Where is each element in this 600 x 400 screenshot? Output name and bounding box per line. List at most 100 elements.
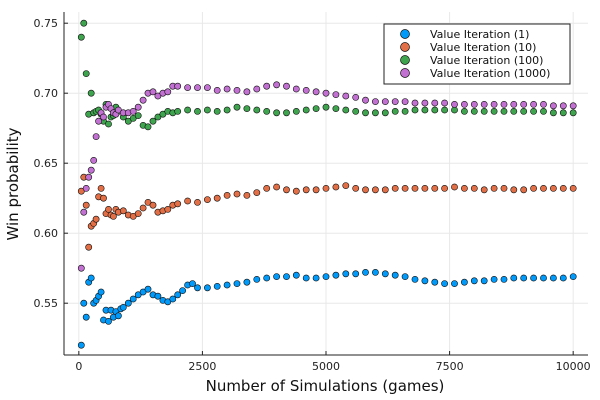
data-point	[322, 89, 330, 97]
data-point	[451, 101, 458, 108]
legend-label: Value Iteration (1)	[430, 28, 529, 41]
data-point	[500, 184, 508, 192]
data-point	[233, 87, 241, 94]
data-point	[460, 108, 468, 115]
data-point	[85, 173, 93, 181]
data-point	[510, 101, 518, 108]
data-point	[362, 186, 369, 194]
data-point	[100, 194, 107, 202]
data-point	[302, 87, 310, 94]
data-point	[441, 280, 448, 287]
data-point	[559, 184, 567, 192]
data-point	[470, 108, 478, 115]
data-points	[77, 19, 577, 349]
data-point	[411, 106, 419, 114]
data-point	[243, 191, 251, 199]
data-point	[530, 101, 537, 108]
data-point	[559, 102, 567, 110]
data-point	[105, 120, 112, 128]
data-point	[421, 184, 429, 192]
data-point	[381, 109, 389, 117]
data-point	[371, 268, 379, 276]
data-point	[129, 108, 137, 115]
data-point	[460, 278, 468, 286]
data-point	[213, 194, 221, 202]
data-point	[332, 183, 340, 191]
data-point	[312, 105, 320, 112]
data-point	[302, 106, 310, 114]
data-point	[283, 109, 290, 117]
data-point	[352, 184, 360, 192]
data-point	[184, 84, 191, 91]
data-point	[352, 270, 360, 278]
data-point	[322, 273, 330, 280]
data-point	[411, 99, 419, 107]
data-point	[82, 201, 90, 209]
data-point	[87, 89, 95, 97]
data-point	[233, 190, 241, 198]
data-point	[189, 280, 196, 287]
data-point	[569, 273, 577, 280]
data-point	[550, 109, 557, 117]
data-point	[421, 277, 429, 285]
data-point	[223, 106, 231, 114]
data-point	[520, 274, 528, 282]
x-axis-label: Number of Simulations (games)	[206, 377, 445, 395]
data-point	[332, 91, 340, 98]
data-point	[401, 184, 409, 192]
data-point	[569, 109, 577, 117]
data-point	[95, 117, 102, 125]
data-point	[273, 81, 280, 89]
data-point	[540, 108, 547, 115]
data-point	[460, 184, 468, 192]
data-point	[119, 303, 127, 311]
data-point	[194, 84, 201, 91]
data-point	[510, 186, 518, 194]
data-point	[480, 108, 488, 115]
data-point	[540, 101, 547, 108]
data-point	[110, 212, 117, 220]
data-point	[391, 271, 399, 279]
data-point	[371, 98, 379, 105]
legend-label: Value Iteration (1000)	[430, 67, 550, 80]
data-point	[134, 210, 142, 217]
data-point	[184, 197, 191, 205]
data-point	[144, 285, 152, 293]
x-axis-ticks: 0 2500 5000 7500 10000	[75, 351, 591, 373]
data-point	[391, 184, 399, 192]
legend-marker	[400, 68, 410, 78]
data-point	[194, 284, 201, 292]
legend-marker	[400, 29, 410, 39]
data-point	[411, 275, 419, 283]
data-point	[253, 189, 261, 196]
data-point	[371, 186, 379, 194]
data-point	[129, 295, 137, 303]
data-point	[253, 106, 261, 114]
data-point	[401, 108, 409, 115]
data-point	[401, 98, 409, 105]
data-point	[391, 108, 399, 115]
data-point	[134, 112, 142, 119]
data-point	[342, 182, 350, 189]
data-point	[500, 108, 508, 115]
x-tick-label: 5000	[312, 360, 340, 373]
legend-marker	[400, 55, 410, 65]
data-point	[92, 215, 100, 223]
data-point	[273, 273, 280, 280]
data-point	[342, 106, 350, 114]
data-point	[273, 109, 280, 117]
data-point	[184, 106, 191, 114]
data-point	[480, 277, 488, 285]
data-point	[179, 287, 186, 294]
data-point	[223, 191, 231, 199]
data-point	[263, 184, 271, 192]
data-point	[149, 117, 157, 125]
data-point	[431, 278, 439, 286]
data-point	[92, 133, 100, 140]
data-point	[312, 88, 320, 96]
data-point	[80, 19, 88, 27]
y-axis-ticks: 0.55 0.60 0.65 0.70 0.75	[34, 17, 68, 310]
data-point	[322, 103, 330, 111]
data-point	[105, 317, 112, 325]
